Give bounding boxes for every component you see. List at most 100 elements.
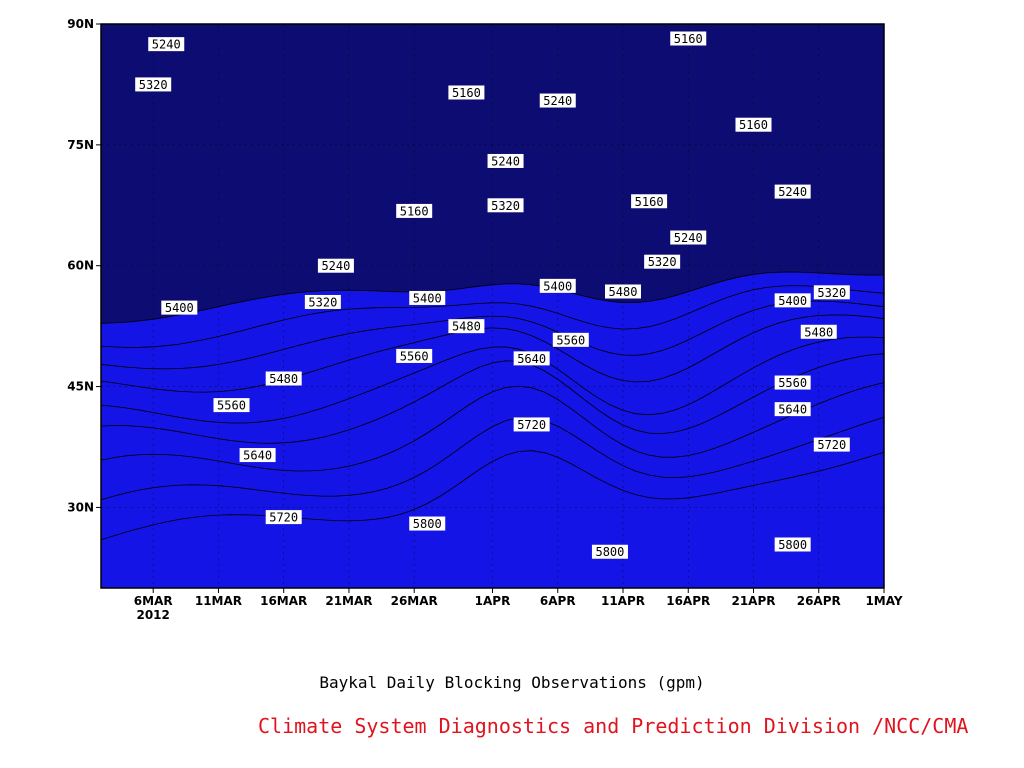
contour-label: 5560 <box>396 348 433 363</box>
contour-label: 5320 <box>135 77 172 92</box>
contour-label-bg <box>487 153 524 168</box>
contour-label: 5320 <box>304 294 341 309</box>
x-tick-label: 6MAR <box>134 594 173 608</box>
contour-label-bg <box>813 437 850 452</box>
contour-label-text: 5400 <box>778 294 807 308</box>
contour-label-text: 5240 <box>491 154 520 168</box>
contour-label: 5640 <box>239 448 276 463</box>
contour-label: 5240 <box>148 37 185 52</box>
contour-label: 5800 <box>409 516 446 531</box>
contour-label-bg <box>396 348 433 363</box>
x-tick-label: 11MAR <box>195 594 242 608</box>
contour-label: 5240 <box>774 184 811 199</box>
y-tick-label: 45N <box>67 380 94 394</box>
contour-5160 <box>100 271 885 324</box>
x-tick-label: 26MAR <box>391 594 438 608</box>
contour-label-text: 5480 <box>269 372 298 386</box>
contour-label-text: 5480 <box>804 325 833 339</box>
contour-label: 5160 <box>396 203 433 218</box>
contour-label-text: 5320 <box>817 286 846 300</box>
contour-label-bg <box>539 93 576 108</box>
contour-label: 5720 <box>265 510 302 525</box>
y-tick-label: 90N <box>67 17 94 31</box>
contour-label: 5480 <box>448 319 485 334</box>
contour-label: 5800 <box>591 544 628 559</box>
contour-label-bg <box>774 402 811 417</box>
contour-label: 5480 <box>605 284 641 299</box>
contour-label: 5160 <box>631 194 668 209</box>
contour-label-text: 5560 <box>778 376 807 390</box>
contour-label-text: 5720 <box>817 438 846 452</box>
contour-label-text: 5400 <box>165 301 194 315</box>
contour-label: 5320 <box>644 254 681 269</box>
grid-lines <box>101 23 885 588</box>
contour-label-bg <box>161 300 198 315</box>
contour-label-bg <box>487 198 524 213</box>
contour-label-text: 5800 <box>413 517 442 531</box>
contour-label-text: 5720 <box>269 511 298 525</box>
y-tick-label: 60N <box>67 259 94 273</box>
contour-label-text: 5160 <box>400 204 429 218</box>
contour-label-bg <box>513 351 550 366</box>
x-tick-label: 21MAR <box>325 594 372 608</box>
contour-label: 5240 <box>487 153 524 168</box>
contour-label-text: 5640 <box>243 449 272 463</box>
contour-label-text: 5480 <box>452 320 481 334</box>
contour-label-text: 5480 <box>609 285 638 299</box>
contour-label: 5400 <box>409 290 446 305</box>
contour-label-bg <box>148 37 185 52</box>
x-tick-label: 26APR <box>797 594 841 608</box>
y-tick-label: 75N <box>67 138 94 152</box>
contour-label: 5400 <box>539 278 576 293</box>
contour-label-text: 5240 <box>543 94 572 108</box>
y-axis: 30N 45N 60N 75N 90N <box>67 17 101 514</box>
contour-label: 5400 <box>774 293 811 308</box>
contour-label-bg <box>409 516 446 531</box>
contour-label-bg <box>409 290 446 305</box>
contour-label: 5240 <box>670 230 707 245</box>
contour-label-text: 5560 <box>400 349 429 363</box>
x-tick-year: 2012 <box>136 608 169 622</box>
contour-label-text: 5720 <box>517 418 546 432</box>
contour-5800 <box>100 450 885 541</box>
contour-label-text: 5160 <box>635 195 664 209</box>
contour-label-text: 5320 <box>139 78 168 92</box>
contour-label-bg <box>774 184 811 199</box>
contour-label-bg <box>670 230 707 245</box>
contour-label-bg <box>813 285 850 300</box>
contour-label: 5160 <box>448 85 485 100</box>
contour-label-text: 5240 <box>152 38 181 52</box>
contour-label-text: 5560 <box>556 333 585 347</box>
contour-label-text: 5800 <box>778 538 807 552</box>
contour-label: 5240 <box>317 258 354 273</box>
band-5160 <box>101 272 884 588</box>
contour-label: 5560 <box>774 375 811 390</box>
x-tick-label: 1MAY <box>865 594 902 608</box>
contour-label-bg <box>774 375 811 390</box>
contour-label-text: 5160 <box>674 32 703 46</box>
contour-label: 5160 <box>735 117 772 132</box>
y-tick-label: 30N <box>67 500 94 514</box>
contour-label-bg <box>265 510 302 525</box>
contour-label-bg <box>800 324 837 339</box>
contour-label: 5560 <box>552 332 589 347</box>
contour-label: 5800 <box>774 537 811 552</box>
contour-label-bg <box>213 398 250 413</box>
contour-5320 <box>100 300 885 370</box>
contour-label: 5320 <box>487 198 524 213</box>
contour-label-bg <box>631 194 668 209</box>
contour-label-text: 5640 <box>778 403 807 417</box>
contour-label-text: 5240 <box>778 185 807 199</box>
x-tick-label: 11APR <box>601 594 645 608</box>
x-tick-label: 6APR <box>540 594 576 608</box>
contour-label: 5480 <box>265 371 302 386</box>
contour-label-bg <box>135 77 172 92</box>
contour-label-bg <box>670 31 707 46</box>
contour-label: 5240 <box>539 93 576 108</box>
contour-label-text: 5560 <box>217 399 246 413</box>
credit-line: Climate System Diagnostics and Predictio… <box>258 714 969 738</box>
contour-label-bg <box>265 371 302 386</box>
contour-label-text: 5400 <box>543 279 572 293</box>
contour-label-bg <box>644 254 681 269</box>
